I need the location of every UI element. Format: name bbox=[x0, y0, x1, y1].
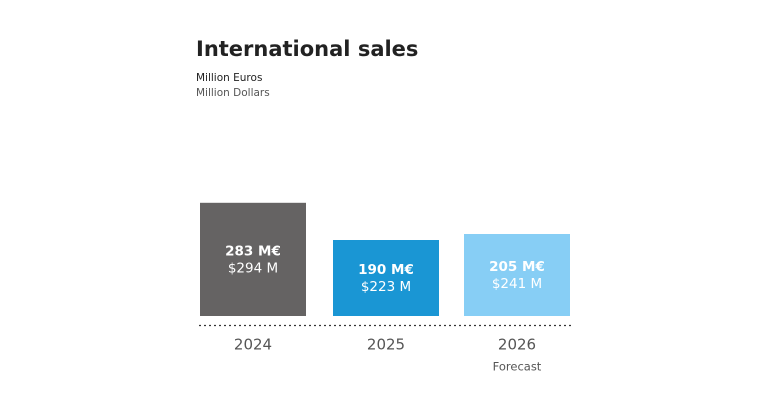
annotation: Forecast bbox=[493, 360, 542, 374]
subtitle: Million Euros bbox=[196, 72, 262, 84]
subtitle: Million Dollars bbox=[196, 87, 270, 99]
value-label: 190 M€ bbox=[358, 262, 414, 278]
bar bbox=[464, 234, 570, 316]
value-label: $294 M bbox=[228, 260, 278, 276]
x-tick-label: 2026 bbox=[498, 336, 536, 354]
value-label: 205 M€ bbox=[489, 259, 545, 275]
value-label: 283 M€ bbox=[225, 243, 281, 259]
value-label: $241 M bbox=[492, 276, 542, 292]
value-label: $223 M bbox=[361, 279, 411, 295]
chart-title: International sales bbox=[196, 37, 418, 61]
x-tick-label: 2025 bbox=[367, 336, 405, 354]
bar bbox=[200, 202, 306, 316]
x-tick-label: 2024 bbox=[234, 336, 272, 354]
bar bbox=[333, 240, 439, 316]
